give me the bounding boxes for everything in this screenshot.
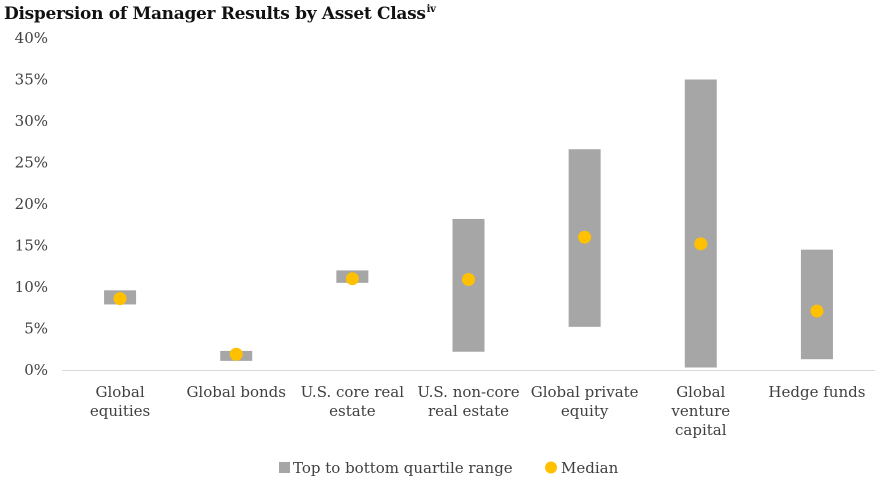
x-category-label: Global bonds [186,383,286,401]
x-category-label-line: Global [95,383,144,401]
x-category-label-line: Hedge funds [768,383,865,401]
x-category-label: Hedge funds [768,383,865,401]
y-tick-label: 20% [15,195,48,213]
median-marker [345,272,359,286]
legend-swatch-range [279,462,290,473]
y-tick-label: 40% [15,29,48,47]
chart-title-superscript: iv [426,4,436,16]
legend: Top to bottom quartile range Median [279,459,619,477]
y-tick-label: 25% [15,154,48,172]
legend-swatch-median [545,461,557,474]
y-tick-label: 15% [15,237,48,255]
x-category-label-line: capital [675,421,727,439]
x-category-label-line: Global bonds [186,383,286,401]
x-category-label-line: real estate [428,402,509,420]
x-category-label: U.S. non-core real estate [417,383,519,420]
median-markers [113,230,824,361]
median-marker [810,304,824,318]
chart-title-text: Dispersion of Manager Results by Asset C… [4,4,426,24]
y-axis-ticks: 0% 5% 10% 15% 20% 25% 30% 35% 40% [15,29,48,379]
median-marker [113,292,127,306]
chart-title: Dispersion of Manager Results by Asset C… [4,4,436,24]
x-category-label: U.S. core real estate [301,383,405,420]
y-tick-label: 0% [24,361,48,379]
y-tick-label: 35% [15,71,48,89]
median-marker [578,230,592,244]
quartile-range-bar [800,249,833,360]
x-category-label-line: Global private [531,383,639,401]
quartile-range-bars [104,79,833,368]
y-tick-label: 30% [15,112,48,130]
y-tick-label: 10% [15,278,48,296]
x-category-label-line: Global [676,383,725,401]
quartile-range-bar [684,79,717,368]
x-category-label-line: equities [90,402,150,420]
x-category-label-line: equity [561,402,609,420]
x-category-label: Global venture capital [670,383,730,439]
legend-label-median: Median [561,459,619,477]
x-category-label: Global private equity [531,383,639,420]
x-category-label-line: U.S. core real [301,383,405,401]
x-category-label-line: venture [670,402,730,420]
median-marker [694,237,708,251]
x-category-label: Global equities [90,383,150,420]
x-category-label-line: U.S. non-core [417,383,519,401]
median-marker [462,273,475,287]
y-tick-label: 5% [24,320,48,338]
median-marker [229,347,243,361]
legend-label-range: Top to bottom quartile range [293,459,513,477]
x-category-label-line: estate [329,402,376,420]
